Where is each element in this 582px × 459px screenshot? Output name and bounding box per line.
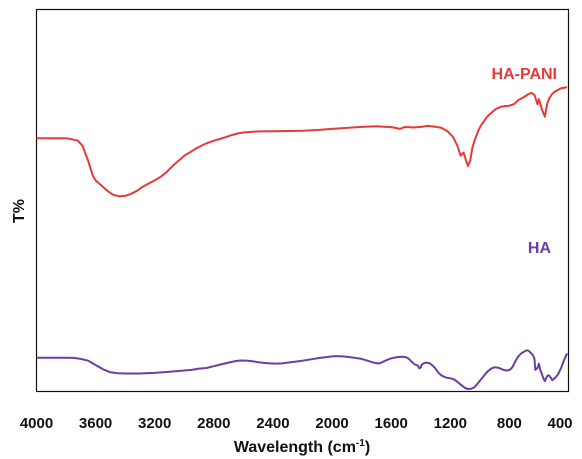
series-line-ha (36, 349, 568, 390)
x-tick-label-800: 800 (497, 415, 522, 432)
x-axis-label-tail: ) (365, 439, 370, 456)
series-label-ha-pani: HA-PANI (492, 66, 557, 83)
x-tick-label-2800: 2800 (197, 415, 230, 432)
series-line-ha-pani (36, 86, 568, 198)
x-tick-label-2000: 2000 (315, 415, 348, 432)
x-tick-label-3600: 3600 (79, 415, 112, 432)
x-axis-label-main: Wavelength (cm (234, 439, 356, 456)
x-axis-label-sup: -1 (356, 438, 365, 449)
x-tick-labels: 4000 3600 3200 2800 2400 2000 1600 1200 800 400 (20, 415, 573, 432)
x-tick-label-2400: 2400 (256, 415, 289, 432)
x-tick-label-400: 400 (547, 415, 572, 432)
plot-frame (35, 8, 570, 393)
x-tick-label-1200: 1200 (434, 415, 467, 432)
series-layer (36, 86, 568, 390)
x-tick-label-1600: 1600 (375, 415, 408, 432)
x-tick-label-3200: 3200 (138, 415, 171, 432)
series-label-ha: HA (528, 240, 552, 257)
x-tick-label-4000: 4000 (20, 415, 53, 432)
x-axis-label: Wavelength (cm-1) (234, 438, 370, 456)
y-axis-label: T% (11, 199, 28, 223)
